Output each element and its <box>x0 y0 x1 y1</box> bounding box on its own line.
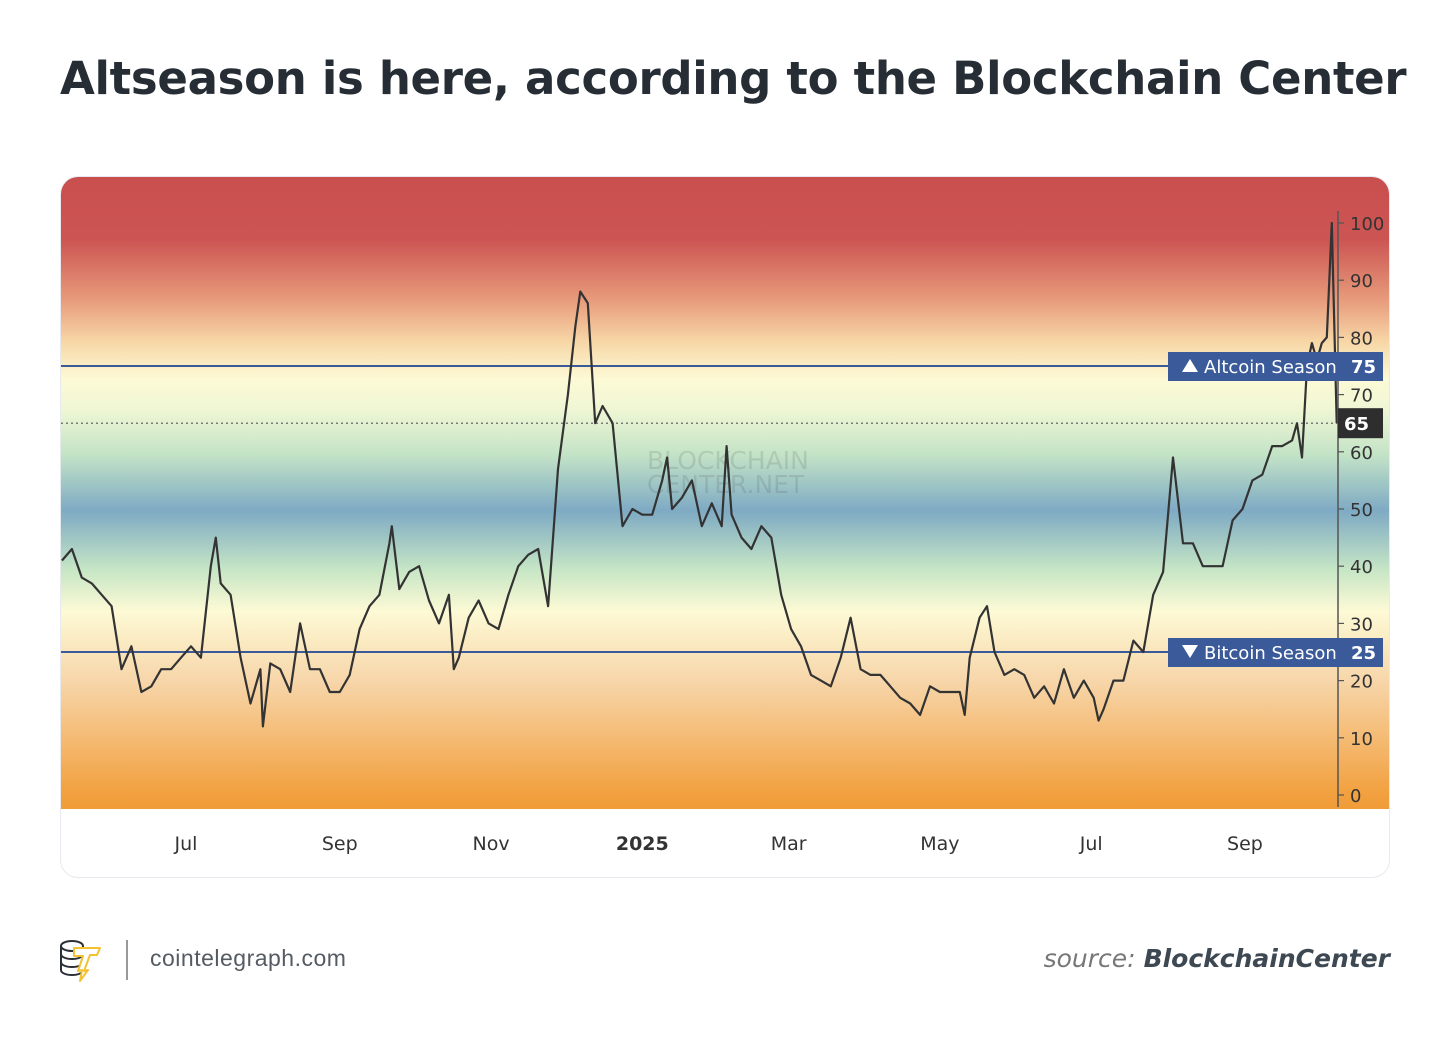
chart-card: BLOCKCHAIN CENTER.NET 0 10 20 30 40 50 60 70 80 9… <box>60 176 1390 878</box>
triangle-down-icon <box>1182 645 1198 658</box>
altcoin-season-index-chart: BLOCKCHAIN CENTER.NET 010203040506070809… <box>61 177 1389 855</box>
reference-line-value: 25 <box>1351 643 1376 664</box>
x-tick-label: May <box>920 833 959 855</box>
y-tick-label: 0 <box>1350 786 1361 807</box>
reference-line-label: Bitcoin Season <box>1204 643 1337 664</box>
source-label: source: <box>1043 944 1136 973</box>
x-tick-label: 2025 <box>616 833 669 855</box>
y-tick-label: 100 <box>1350 214 1384 235</box>
x-tick-label: Mar <box>771 833 807 855</box>
plot-background <box>61 177 1389 809</box>
reference-line-label: Altcoin Season <box>1204 357 1337 378</box>
source-name: BlockchainCenter <box>1143 944 1390 973</box>
current-value-label: 65 <box>1344 414 1369 435</box>
cointelegraph-logo-icon <box>60 940 101 982</box>
y-tick-label: 60 <box>1350 443 1373 464</box>
y-tick-label: 10 <box>1350 729 1373 750</box>
triangle-up-icon <box>1182 359 1198 372</box>
bitcoin-season-label: Bitcoin Season 25 <box>1168 638 1383 667</box>
y-tick-label: 50 <box>1350 500 1373 521</box>
y-tick-label: 90 <box>1350 271 1373 292</box>
footer-site: cointelegraph.com <box>150 945 347 971</box>
watermark-line-2: CENTER.NET <box>647 470 805 499</box>
series-line <box>61 221 1338 728</box>
y-tick-label: 30 <box>1350 614 1373 635</box>
y-tick-label: 20 <box>1350 672 1373 693</box>
x-tick-label: Jul <box>174 833 198 855</box>
x-tick-label: Jul <box>1079 833 1103 855</box>
reference-line-value: 75 <box>1351 357 1376 378</box>
x-tick-label: Nov <box>472 833 509 855</box>
source-credit: source: BlockchainCenter <box>1044 944 1390 973</box>
y-tick-label: 70 <box>1350 386 1373 407</box>
altcoin-season-label: Altcoin Season 75 <box>1168 352 1383 381</box>
page-title: Altseason is here, according to the Bloc… <box>60 52 1407 105</box>
x-tick-label: Sep <box>1227 833 1263 855</box>
current-value-badge: 65 <box>1338 408 1383 439</box>
footer-divider <box>126 940 128 980</box>
y-tick-label: 80 <box>1350 328 1373 349</box>
y-tick-label: 40 <box>1350 557 1373 578</box>
x-tick-label: Sep <box>322 833 358 855</box>
